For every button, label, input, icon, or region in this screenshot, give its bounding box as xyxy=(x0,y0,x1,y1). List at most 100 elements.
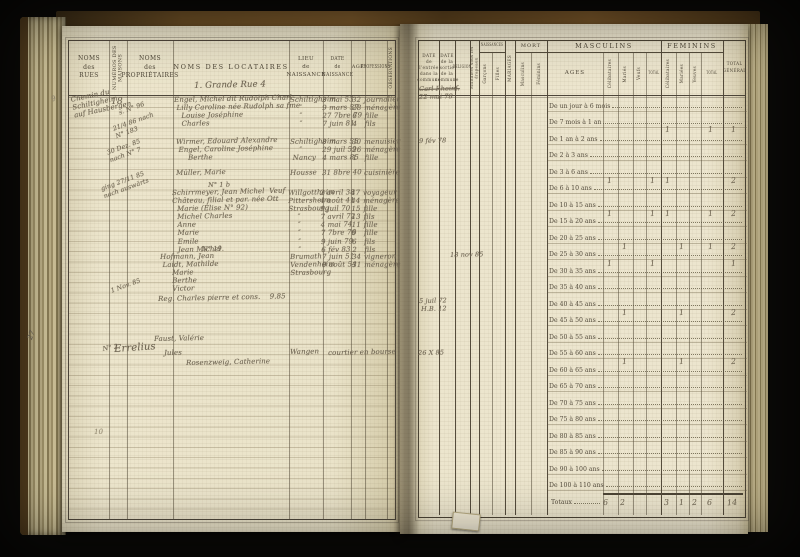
dotted-leader xyxy=(589,172,742,174)
header-garcons-label: Garçons xyxy=(482,64,488,84)
count-mark: 1 xyxy=(707,208,714,219)
header-filles-label: Filles xyxy=(495,67,501,81)
column-divider xyxy=(723,41,724,515)
age-row-label: De 85 à 90 ans xyxy=(549,449,596,456)
count-mark: 1 xyxy=(621,356,628,367)
header-naissances-filles: Filles xyxy=(492,53,505,95)
header-fem-mariees-label: Mariées xyxy=(679,64,685,84)
count-mark: 1 xyxy=(707,124,714,135)
handwriting-tenant-names: Hofmann, Jean Laidt, Mathilde Marie Bert… xyxy=(160,251,219,294)
dotted-leader xyxy=(597,403,742,405)
age-row: De 15 à 20 ans xyxy=(547,211,747,227)
total-mark: 14 xyxy=(726,497,738,508)
header-masc-total: TOTAL xyxy=(646,53,661,95)
handwriting-note: Faust, Valérie xyxy=(154,333,205,343)
dotted-leader xyxy=(597,353,742,355)
dotted-leader xyxy=(597,221,742,223)
dotted-leader xyxy=(603,122,742,124)
dotted-leader xyxy=(593,188,742,190)
handwriting-marriage-note: 18 nov 85 xyxy=(450,250,484,259)
age-row: De 40 à 45 ans xyxy=(547,293,747,310)
age-row: De 60 à 65 ans xyxy=(547,359,747,376)
column-divider xyxy=(470,41,471,515)
handwriting-tenant-names: Müller, Marie xyxy=(176,167,226,177)
handwriting-age: 47 44 15 13 11 9 6 2 xyxy=(351,188,361,254)
dotted-leader xyxy=(597,419,742,421)
header-age-label: AGE xyxy=(351,64,365,71)
column-divider xyxy=(173,41,174,519)
count-mark: 1 xyxy=(664,175,671,186)
handwriting-entry-date: 26 X 85 xyxy=(418,348,445,357)
dotted-leader xyxy=(597,452,742,454)
total-mark: 6 xyxy=(706,497,713,508)
totals-separator-line xyxy=(603,493,743,495)
header-date-label: DATE de NAISSANCE xyxy=(321,56,353,78)
header-masc-celib-label: Célibataires xyxy=(607,59,613,89)
header-mort-group: MORT xyxy=(515,41,547,53)
column-divider xyxy=(515,41,516,515)
age-row: De 10 à 15 ans xyxy=(547,194,747,211)
header-total-general: TOTAL GÉNÉRAL xyxy=(723,41,747,95)
count-mark: 1 xyxy=(606,208,613,219)
header-mort-feminins: Féminins xyxy=(531,53,547,95)
sub-column-divider xyxy=(701,53,702,515)
age-rows: De un jour à 6 mois De 7 mois à 1 an De … xyxy=(547,95,747,491)
column-divider xyxy=(661,41,662,515)
header-date-entree-label: DATE de l'entrée dans la commune xyxy=(417,52,441,83)
header-feminins-group: FEMININS xyxy=(661,41,723,53)
dotted-leader xyxy=(601,469,742,471)
count-mark: 1 xyxy=(621,307,628,318)
header-fem-total: TOTAL xyxy=(701,53,723,95)
header-religion-label: RELIGION xyxy=(453,64,472,71)
age-row: De 7 mois à 1 an xyxy=(547,112,747,128)
dotted-leader xyxy=(597,337,742,339)
header-masc-celibataires: Célibataires xyxy=(603,53,618,95)
column-divider xyxy=(323,41,324,519)
handwriting-birthplace: Housse xyxy=(290,168,317,177)
header-proprietaires-label: NOMS des PROPRIÉTAIRES xyxy=(121,54,179,80)
header-militaires-label: Militaires sous les drapeaux xyxy=(469,46,479,90)
handwriting-tenant-names: Wirmer, Edouard Alexandre Engel, Carolin… xyxy=(176,135,278,163)
column-divider xyxy=(289,41,290,519)
sub-column-divider xyxy=(646,53,647,515)
age-row-label: De 10 à 15 ans xyxy=(549,201,596,209)
count-mark: 1 xyxy=(730,124,737,135)
header-ages-label: AGES xyxy=(564,70,586,77)
dotted-leader xyxy=(599,139,742,141)
column-divider xyxy=(109,41,110,519)
age-row: De 75 à 80 ans xyxy=(547,409,747,425)
sub-column-divider xyxy=(689,53,690,515)
page-stack-left-edge xyxy=(20,17,66,535)
age-row: De 55 à 60 ans xyxy=(547,343,747,359)
dotted-leader xyxy=(597,287,742,289)
handwriting-tenant-names: Jules xyxy=(164,348,182,357)
header-fem-total-label: TOTAL xyxy=(706,70,718,76)
age-row: De 50 à 55 ans xyxy=(547,326,747,343)
dotted-leader xyxy=(597,238,742,240)
count-mark: 1 xyxy=(649,175,656,186)
sub-column-divider xyxy=(618,53,619,515)
dotted-leader xyxy=(597,254,742,256)
handwriting-entry-date: H.B. 12 xyxy=(421,304,447,313)
header-mariages-label: MARIAGES xyxy=(506,54,512,82)
age-row-label: De 25 à 30 ans xyxy=(549,251,596,258)
header-rues: NOMS des RUES xyxy=(69,41,109,95)
handwriting-profession: voyageur ménagère fille fils fille fille… xyxy=(363,188,400,254)
header-fem-celibataires: Célibataires xyxy=(661,53,676,95)
header-masc-maries-label: Mariés xyxy=(622,65,628,83)
column-divider xyxy=(479,41,480,515)
age-row-label: De 50 à 55 ans xyxy=(549,333,596,341)
column-divider xyxy=(547,41,548,515)
header-date-sortie: DATE de la sortie de la commune xyxy=(435,41,458,95)
handwriting-tenant-names: Engel, Michel dit Rudolph Charl Lilly Ca… xyxy=(174,93,301,129)
count-mark: 1 xyxy=(664,208,671,219)
column-divider xyxy=(365,41,366,519)
age-row: De 25 à 30 ans xyxy=(547,244,747,260)
header-lieu-naissance: LIEU de NAISSANCE xyxy=(287,41,326,95)
totals-row: Totaux xyxy=(551,499,603,506)
handwriting-margin-note: 10 xyxy=(94,427,104,436)
count-mark: 1 xyxy=(606,175,613,186)
header-naissances-garcons: Garçons xyxy=(479,53,492,95)
count-mark: 1 xyxy=(707,241,714,252)
